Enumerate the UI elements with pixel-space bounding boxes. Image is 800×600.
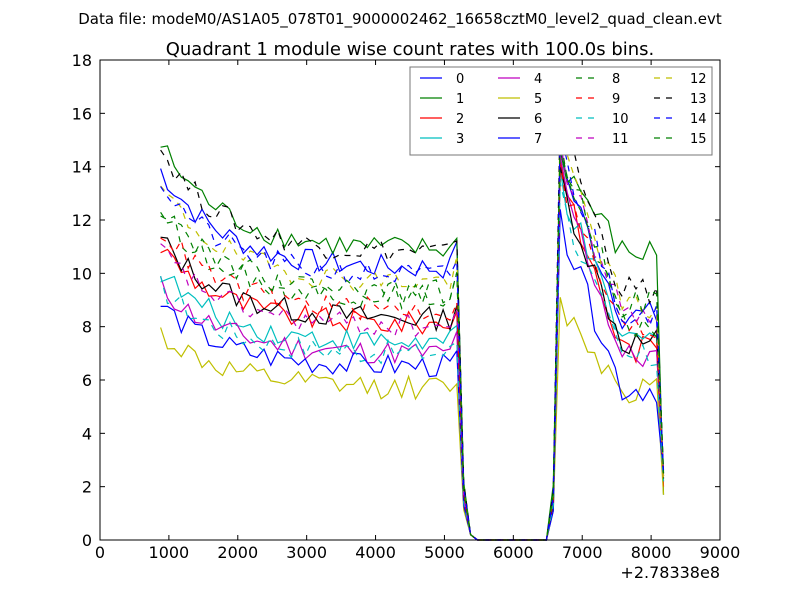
- x-tick-label: 5000: [424, 543, 465, 562]
- x-offset-label: +2.78338e8: [620, 563, 720, 582]
- legend-label-2: 2: [456, 112, 464, 127]
- y-tick-label: 18: [72, 51, 92, 70]
- x-tick-label: 1000: [149, 543, 190, 562]
- legend-label-1: 1: [456, 92, 464, 107]
- y-tick-label: 2: [82, 478, 92, 497]
- series-line-6: [160, 166, 665, 541]
- series-line-0: [160, 147, 665, 541]
- y-tick-label: 8: [82, 318, 92, 337]
- legend-label-0: 0: [456, 72, 464, 87]
- series-line-12: [160, 123, 665, 541]
- y-tick-label: 12: [72, 211, 92, 230]
- legend-label-6: 6: [534, 112, 542, 127]
- series-line-4: [160, 155, 665, 541]
- legend-label-5: 5: [534, 92, 542, 107]
- x-tick-label: 6000: [493, 543, 534, 562]
- x-tick-label: 0: [95, 543, 105, 562]
- legend-label-15: 15: [690, 132, 707, 147]
- series-line-3: [160, 169, 665, 541]
- series-line-8: [160, 145, 665, 541]
- series-line-13: [160, 107, 665, 541]
- series-line-15: [160, 137, 665, 541]
- chart-title: Quadrant 1 module wise count rates with …: [166, 39, 655, 60]
- series-line-1: [160, 145, 665, 541]
- series-line-9: [160, 163, 665, 541]
- legend-label-7: 7: [534, 132, 542, 147]
- y-tick-label: 16: [72, 104, 92, 123]
- series-line-7: [160, 209, 665, 541]
- series-line-5: [160, 297, 665, 541]
- legend-label-8: 8: [612, 72, 620, 87]
- legend-label-4: 4: [534, 72, 542, 87]
- legend-label-13: 13: [690, 92, 707, 107]
- series-line-2: [160, 161, 665, 541]
- legend-label-14: 14: [690, 112, 707, 127]
- legend-label-9: 9: [612, 92, 620, 107]
- y-tick-label: 0: [82, 531, 92, 550]
- x-tick-label: 9000: [700, 543, 741, 562]
- y-tick-label: 14: [72, 158, 92, 177]
- legend-label-10: 10: [612, 112, 629, 127]
- legend-label-12: 12: [690, 72, 707, 87]
- plot-lines: [160, 107, 665, 541]
- x-tick-label: 8000: [631, 543, 672, 562]
- y-tick-label: 6: [82, 371, 92, 390]
- y-tick-label: 4: [82, 424, 92, 443]
- plot-frame: [99, 59, 721, 541]
- axes: 0 1000 2000 3000 4000 5000 6000 7000 8000 9000 0 2 4…: [72, 51, 741, 562]
- y-tick-label: 10: [72, 264, 92, 283]
- x-tick-label: 7000: [562, 543, 603, 562]
- legend-label-11: 11: [612, 132, 629, 147]
- x-tick-label: 2000: [217, 543, 258, 562]
- legend-box: [409, 66, 713, 156]
- series-line-10: [160, 182, 665, 541]
- series-line-11: [160, 139, 665, 541]
- x-tick-label: 4000: [355, 543, 396, 562]
- figure-suptitle: Data file: modeM0/AS1A05_078T01_90000024…: [78, 10, 722, 29]
- legend-label-3: 3: [456, 132, 464, 147]
- x-tick-label: 3000: [286, 543, 327, 562]
